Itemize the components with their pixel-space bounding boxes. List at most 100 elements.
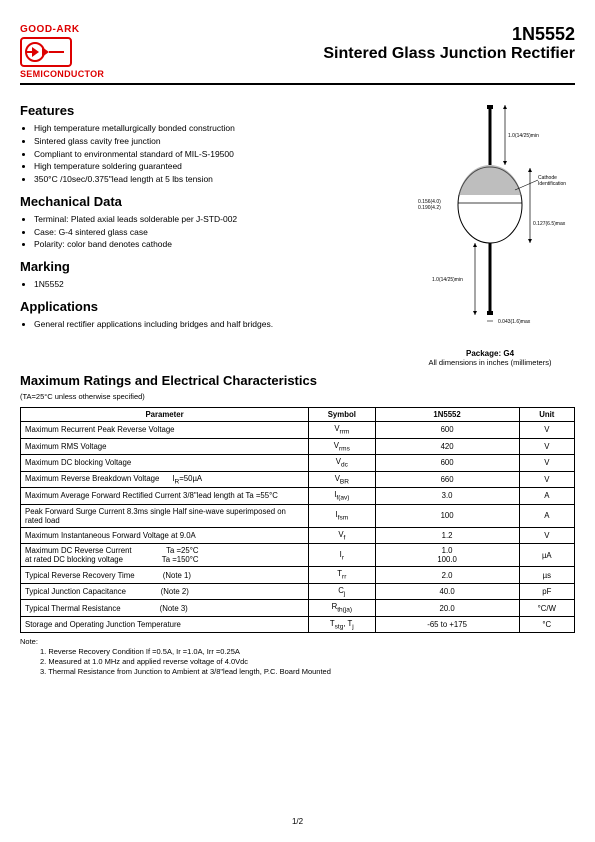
list-item: High temperature soldering guaranteed (34, 160, 393, 173)
svg-text:Identification: Identification (538, 181, 566, 187)
col-symbol: Symbol (309, 408, 375, 422)
mechanical-heading: Mechanical Data (20, 194, 393, 209)
cell-unit: V (519, 455, 574, 472)
svg-text:0.127(6.5)max: 0.127(6.5)max (533, 221, 566, 227)
cell-unit: A (519, 488, 574, 505)
cell-symbol: Ir (309, 544, 375, 567)
cell-param: Maximum Average Forward Rectified Curren… (21, 488, 309, 505)
applications-list: General rectifier applications including… (20, 318, 393, 331)
cell-symbol: Rth(ja) (309, 600, 375, 617)
notes-label: Note: (20, 637, 38, 646)
cell-symbol: VBR (309, 471, 375, 488)
cell-param: Typical Thermal Resistance (Note 3) (21, 600, 309, 617)
cell-value: 100 (375, 504, 519, 527)
cell-unit: pF (519, 583, 574, 600)
cell-param: Storage and Operating Junction Temperatu… (21, 616, 309, 633)
list-item: Terminal: Plated axial leads solderable … (34, 213, 393, 226)
cell-value: 3.0 (375, 488, 519, 505)
cell-symbol: Vdc (309, 455, 375, 472)
cell-param: Maximum DC Reverse Current Ta =25°Cat ra… (21, 544, 309, 567)
cell-value: -65 to +175 (375, 616, 519, 633)
table-row: Peak Forward Surge Current 8.3ms single … (21, 504, 575, 527)
cell-param: Maximum DC blocking Voltage (21, 455, 309, 472)
logo-text-bottom: SEMICONDUCTOR (20, 69, 104, 79)
cell-param: Peak Forward Surge Current 8.3ms single … (21, 504, 309, 527)
applications-heading: Applications (20, 299, 393, 314)
note-item: 1. Reverse Recovery Condition If =0.5A, … (40, 647, 575, 657)
cell-value: 1.2 (375, 527, 519, 544)
mechanical-list: Terminal: Plated axial leads solderable … (20, 213, 393, 251)
list-item: Polarity: color band denotes cathode (34, 238, 393, 251)
notes-block: Note: 1. Reverse Recovery Condition If =… (20, 637, 575, 676)
table-row: Maximum Average Forward Rectified Curren… (21, 488, 575, 505)
logo-text-top: GOOD-ARK (20, 24, 104, 35)
table-row: Maximum DC Reverse Current Ta =25°Cat ra… (21, 544, 575, 567)
table-row: Maximum Recurrent Peak Reverse VoltageVr… (21, 422, 575, 439)
table-header-row: Parameter Symbol 1N5552 Unit (21, 408, 575, 422)
cell-value: 20.0 (375, 600, 519, 617)
list-item: 1N5552 (34, 278, 393, 291)
cell-unit: A (519, 504, 574, 527)
note-item: 3. Thermal Resistance from Junction to A… (40, 667, 575, 677)
cell-unit: V (519, 438, 574, 455)
note-item: 2. Measured at 1.0 MHz and applied rever… (40, 657, 575, 667)
cell-symbol: Vrrm (309, 422, 375, 439)
cell-value: 1.0100.0 (375, 544, 519, 567)
package-column: 1.0(14/25)min Cathode Identification 0.1… (405, 95, 575, 367)
left-column: Features High temperature metallurgicall… (20, 95, 393, 367)
page-subtitle: Sintered Glass Junction Rectifier (323, 45, 575, 63)
cell-param: Maximum Instantaneous Forward Voltage at… (21, 527, 309, 544)
cell-value: 2.0 (375, 567, 519, 584)
cell-value: 660 (375, 471, 519, 488)
cell-symbol: Ifsm (309, 504, 375, 527)
col-value: 1N5552 (375, 408, 519, 422)
company-logo: GOOD-ARK SEMICONDUCTOR (20, 24, 104, 79)
list-item: Compliant to environmental standard of M… (34, 148, 393, 161)
table-row: Typical Junction Capacitance (Note 2)Cj4… (21, 583, 575, 600)
package-diagram: 1.0(14/25)min Cathode Identification 0.1… (410, 95, 570, 345)
list-item: 350°C /10sec/0.375"lead length at 5 lbs … (34, 173, 393, 186)
svg-text:1.0(14/25)min: 1.0(14/25)min (432, 277, 463, 283)
table-row: Maximum Instantaneous Forward Voltage at… (21, 527, 575, 544)
features-heading: Features (20, 103, 393, 118)
cell-param: Typical Reverse Recovery Time (Note 1) (21, 567, 309, 584)
cell-unit: V (519, 471, 574, 488)
logo-icon (20, 37, 72, 67)
cell-unit: °C (519, 616, 574, 633)
cell-symbol: Trr (309, 567, 375, 584)
marking-list: 1N5552 (20, 278, 393, 291)
table-row: Maximum DC blocking VoltageVdc600V (21, 455, 575, 472)
col-unit: Unit (519, 408, 574, 422)
content-row: Features High temperature metallurgicall… (20, 95, 575, 367)
cell-symbol: If(av) (309, 488, 375, 505)
cell-symbol: Vrms (309, 438, 375, 455)
title-block: 1N5552 Sintered Glass Junction Rectifier (323, 24, 575, 63)
cell-value: 420 (375, 438, 519, 455)
cell-symbol: Cj (309, 583, 375, 600)
package-label: Package: G4 (405, 349, 575, 358)
ratings-table: Parameter Symbol 1N5552 Unit Maximum Rec… (20, 407, 575, 633)
list-item: High temperature metallurgically bonded … (34, 122, 393, 135)
table-row: Typical Thermal Resistance (Note 3)Rth(j… (21, 600, 575, 617)
col-parameter: Parameter (21, 408, 309, 422)
features-list: High temperature metallurgically bonded … (20, 122, 393, 186)
cell-value: 600 (375, 422, 519, 439)
cell-param: Maximum Reverse Breakdown Voltage IR=50µ… (21, 471, 309, 488)
page-footer: 1/2 (0, 817, 595, 826)
table-row: Storage and Operating Junction Temperatu… (21, 616, 575, 633)
cell-param: Maximum RMS Voltage (21, 438, 309, 455)
svg-text:1.0(14/25)min: 1.0(14/25)min (508, 133, 539, 139)
cell-unit: µA (519, 544, 574, 567)
cell-unit: µs (519, 567, 574, 584)
cell-unit: °C/W (519, 600, 574, 617)
part-number: 1N5552 (323, 24, 575, 45)
cell-unit: V (519, 422, 574, 439)
cell-unit: V (519, 527, 574, 544)
cell-symbol: Vf (309, 527, 375, 544)
table-row: Maximum Reverse Breakdown Voltage IR=50µ… (21, 471, 575, 488)
svg-text:0.190(4.2): 0.190(4.2) (418, 205, 441, 211)
page-header: GOOD-ARK SEMICONDUCTOR 1N5552 Sintered G… (20, 24, 575, 85)
ratings-heading: Maximum Ratings and Electrical Character… (20, 373, 575, 388)
package-sublabel: All dimensions in inches (millimeters) (405, 358, 575, 367)
table-row: Maximum RMS VoltageVrms420V (21, 438, 575, 455)
